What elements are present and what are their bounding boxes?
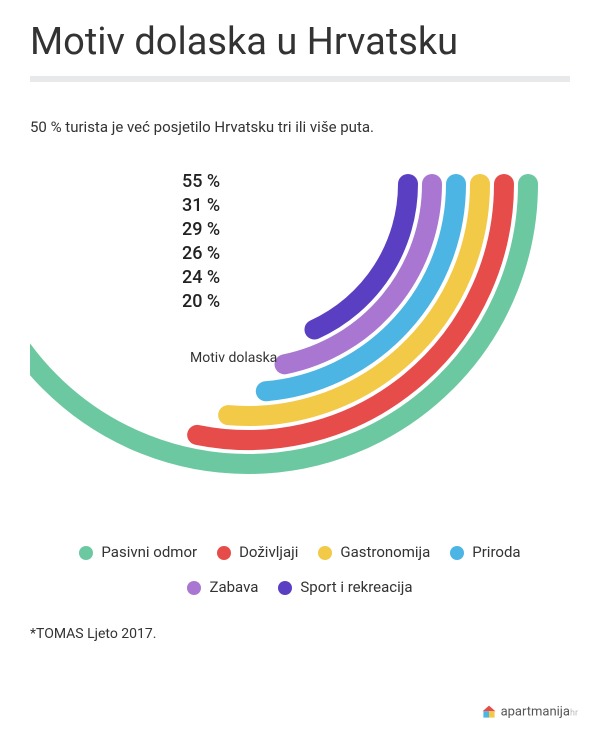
brand-text: apartmanija	[501, 704, 570, 719]
roof-shape	[483, 706, 496, 712]
footnote: *TOMAS Ljeto 2017.	[30, 626, 570, 642]
legend-dot	[450, 546, 464, 560]
house-icon	[481, 704, 497, 720]
legend-item: Zabava	[187, 571, 258, 604]
subtitle: 50 % turista je već posjetilo Hrvatsku t…	[30, 118, 570, 136]
value-label: 31 %	[182, 194, 220, 218]
page-title: Motiv dolaska u Hrvatsku	[30, 20, 570, 64]
axis-label: Motiv dolaska	[190, 350, 277, 366]
legend-label: Zabava	[209, 578, 258, 596]
title-underline	[30, 76, 570, 82]
value-label: 26 %	[182, 242, 220, 266]
value-label: 20 %	[182, 290, 220, 314]
legend-dot	[79, 546, 93, 560]
value-label: 29 %	[182, 218, 220, 242]
legend-label: Priroda	[472, 543, 520, 561]
chart-svg	[30, 156, 570, 516]
legend-item: Pasivni odmor	[79, 536, 197, 569]
right-shape	[489, 711, 495, 717]
value-labels: 55 %31 %29 %26 %24 %20 %	[182, 170, 220, 314]
legend-label: Gastronomija	[340, 543, 430, 561]
legend: Pasivni odmor Doživljaji Gastronomija Priro…	[30, 534, 570, 604]
legend-item: Doživljaji	[217, 536, 298, 569]
legend-item: Priroda	[450, 536, 520, 569]
legend-dot	[318, 546, 332, 560]
brand-suffix: hr	[570, 708, 578, 718]
legend-dot	[187, 581, 201, 595]
legend-item: Gastronomija	[318, 536, 430, 569]
legend-label: Doživljaji	[239, 543, 298, 561]
left-shape	[484, 711, 490, 717]
value-label: 24 %	[182, 266, 220, 290]
legend-dot	[278, 581, 292, 595]
radial-bar-chart: 55 %31 %29 %26 %24 %20 % Motiv dolaska	[30, 156, 570, 516]
legend-dot	[217, 546, 231, 560]
legend-label: Sport i rekreacija	[300, 578, 412, 596]
legend-item: Sport i rekreacija	[278, 571, 412, 604]
legend-label: Pasivni odmor	[101, 543, 197, 561]
brand-logo: apartmanijahr	[481, 704, 578, 720]
value-label: 55 %	[182, 170, 220, 194]
